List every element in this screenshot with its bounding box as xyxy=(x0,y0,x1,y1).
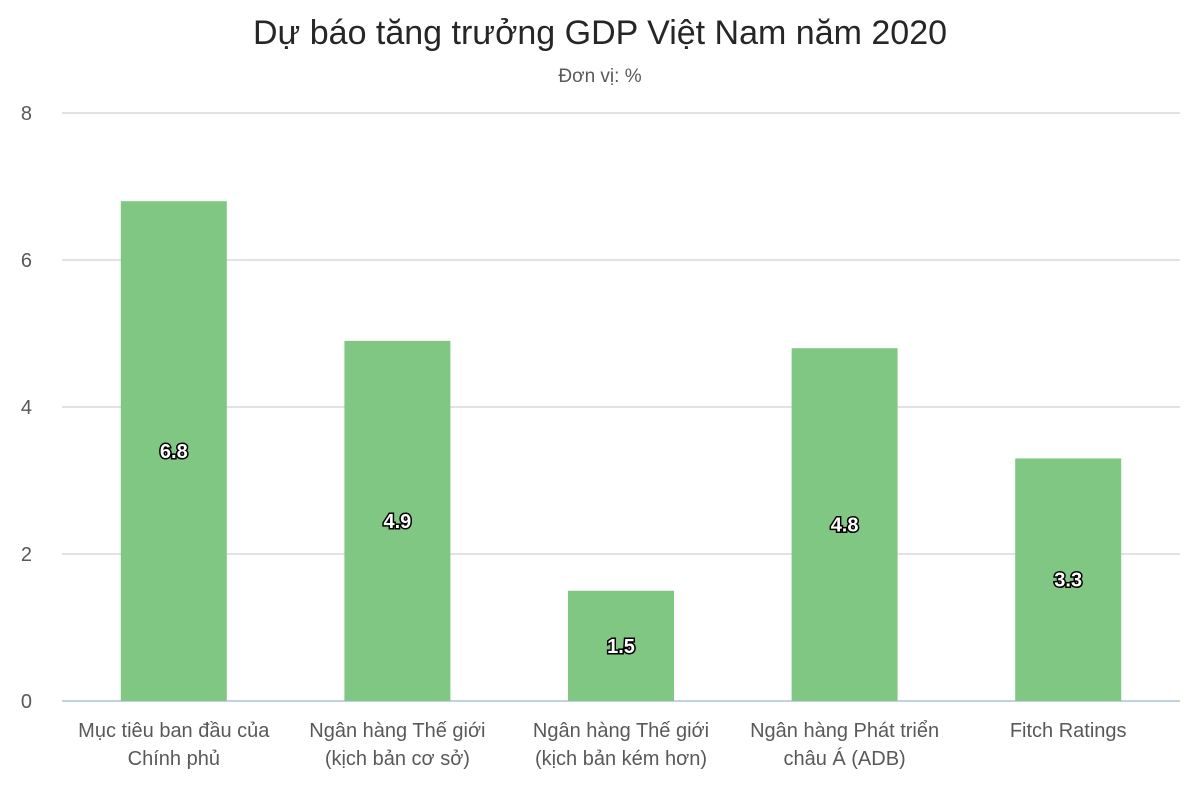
bar xyxy=(1015,458,1122,701)
x-tick-label: Ngân hàng Thế giới xyxy=(309,720,485,742)
chart-title: Dự báo tăng trưởng GDP Việt Nam năm 2020 xyxy=(252,14,948,52)
y-tick-label: 0 xyxy=(21,691,32,713)
x-tick-label: Fitch Ratings xyxy=(1010,720,1127,742)
data-label: 4.8 xyxy=(831,515,859,537)
bar xyxy=(791,348,898,701)
chart-subtitle: Đơn vị: % xyxy=(558,66,642,87)
x-tick-label: Chính phủ xyxy=(128,748,220,770)
bar xyxy=(344,340,451,701)
y-tick-label: 6 xyxy=(21,250,32,272)
data-label: 3.3 xyxy=(1054,570,1082,592)
y-tick-label: 2 xyxy=(21,544,32,566)
x-tick-label: châu Á (ADB) xyxy=(783,747,905,770)
data-label: 6.8 xyxy=(160,441,188,463)
y-tick-label: 8 xyxy=(21,103,32,125)
bar xyxy=(120,201,227,701)
x-tick-label: (kịch bản kém hơn) xyxy=(535,748,707,770)
x-tick-label: Mục tiêu ban đầu của xyxy=(78,720,270,742)
x-tick-label: (kịch bản cơ sở) xyxy=(325,748,470,770)
data-label: 4.9 xyxy=(383,511,411,533)
y-tick-label: 4 xyxy=(21,397,32,419)
bar xyxy=(568,590,674,701)
data-label: 1.5 xyxy=(607,636,635,658)
x-tick-label: Ngân hàng Thế giới xyxy=(533,720,709,742)
x-tick-label: Ngân hàng Phát triển xyxy=(750,720,939,742)
